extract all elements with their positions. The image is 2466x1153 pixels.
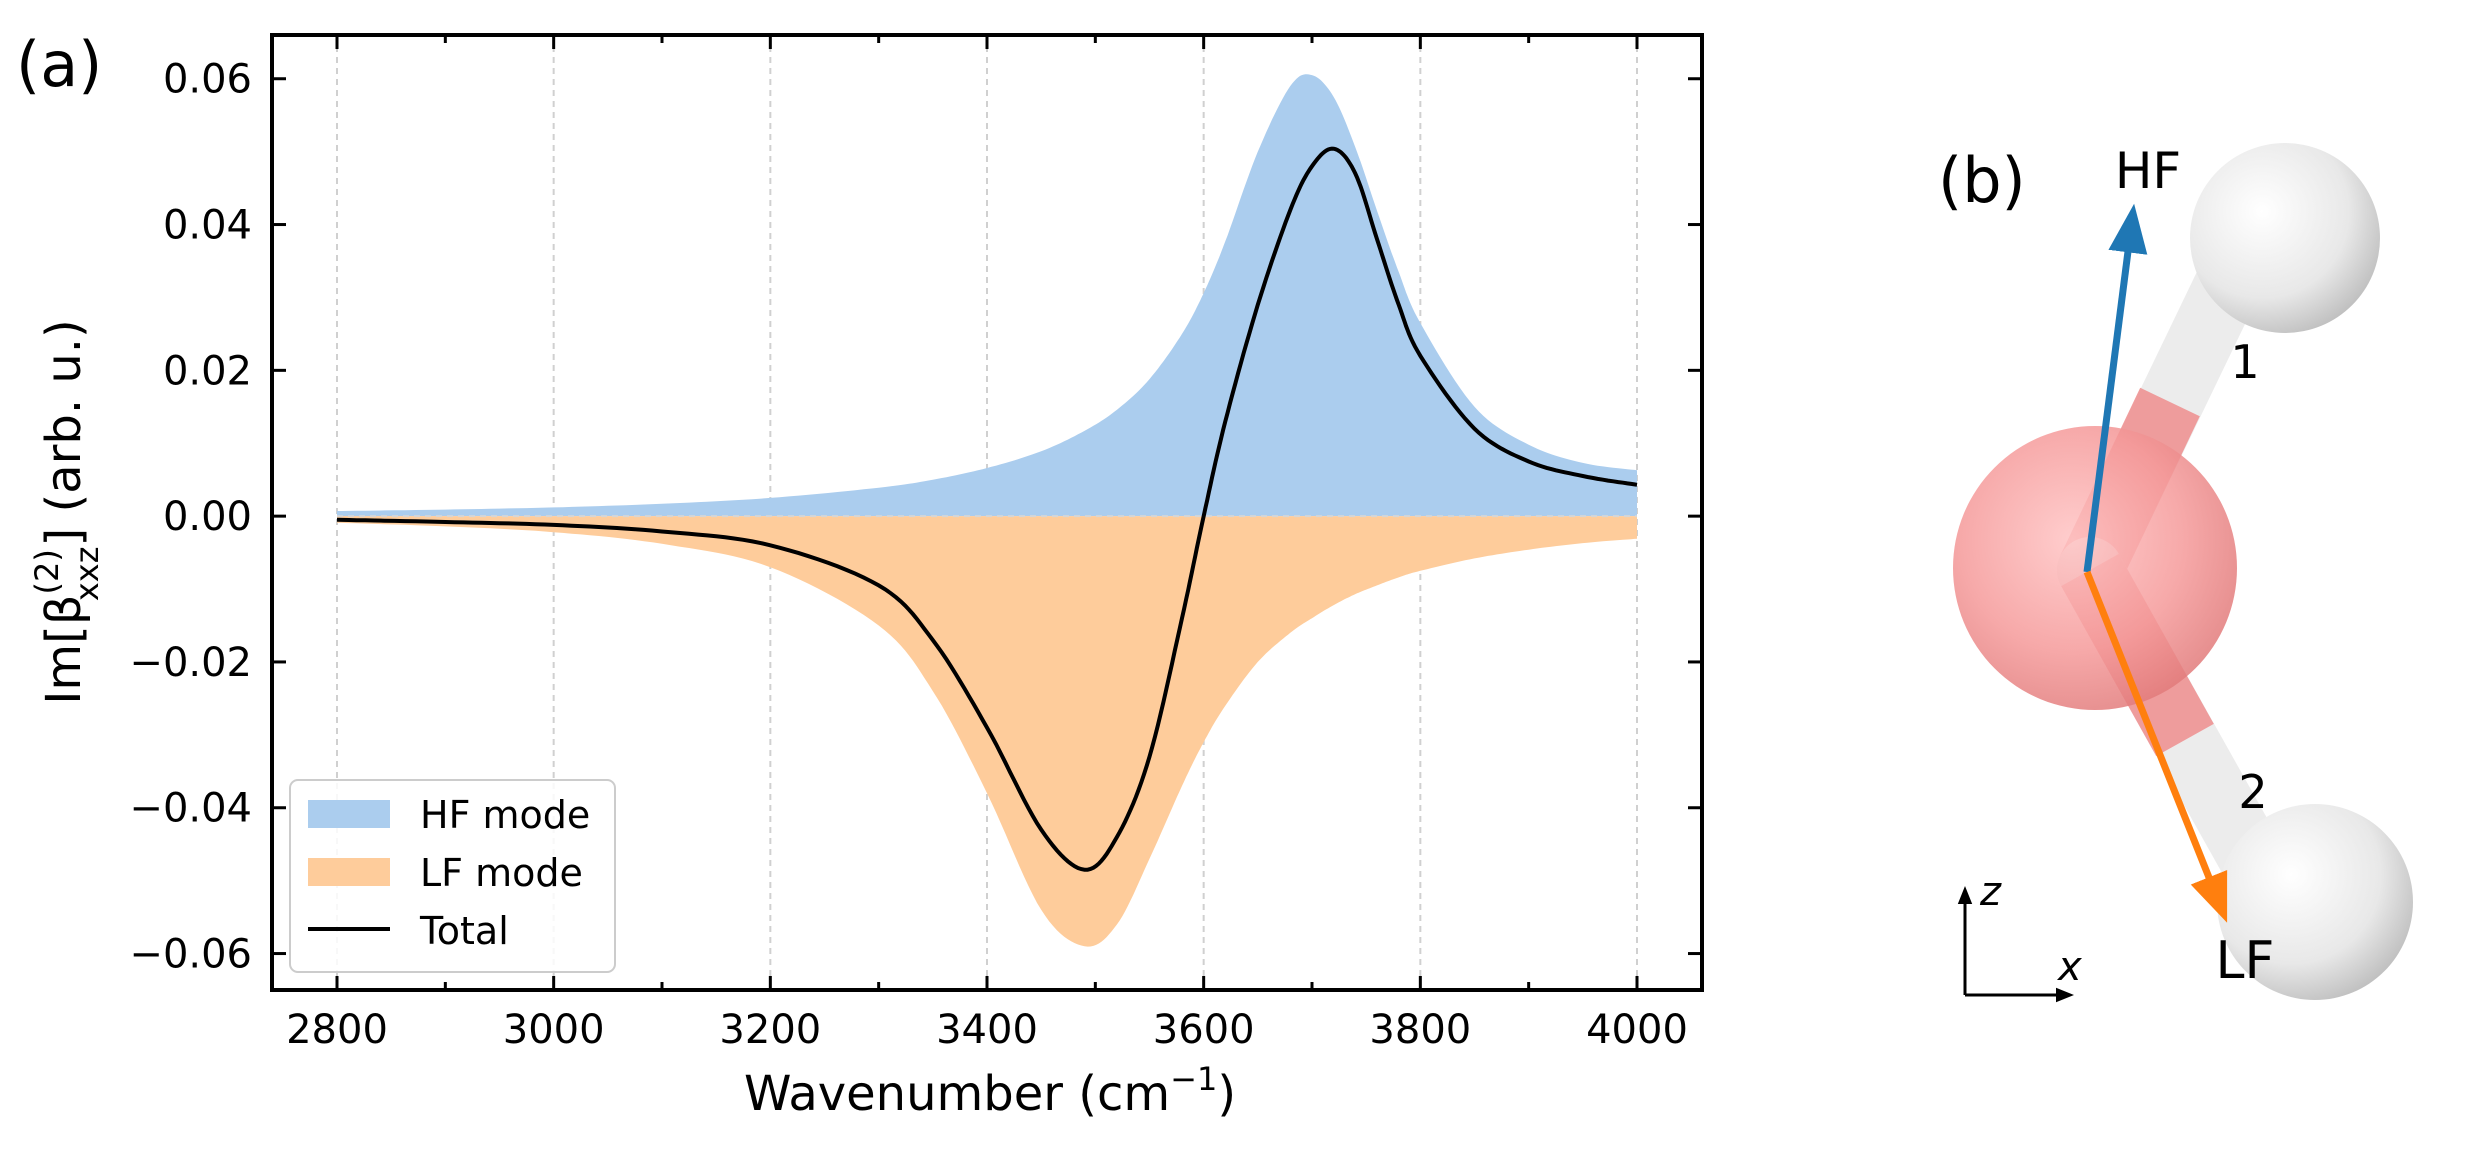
y-axis-title-sup: (2) xyxy=(28,549,66,594)
y-tick-label-1: −0.04 xyxy=(129,786,252,832)
lf-vector-label: LF xyxy=(2216,931,2275,991)
x-tick-label-3: 3400 xyxy=(936,1007,1038,1053)
hf-vector-label: HF xyxy=(2115,142,2181,200)
x-tick-label-6: 4000 xyxy=(1586,1007,1688,1053)
area-hf-mode xyxy=(337,74,1637,517)
x-tick-label-4: 3600 xyxy=(1153,1007,1255,1053)
y-axis-title-pre: Im[β xyxy=(36,594,92,704)
y-axis-title-sub: xxz xyxy=(68,546,106,601)
z-axis-label: z xyxy=(1979,869,2002,915)
legend-label-total: Total xyxy=(419,909,509,953)
coordinate-axes: z x xyxy=(1957,869,2082,1003)
bond-2-label: 2 xyxy=(2238,765,2267,819)
y-tick-label-0: −0.06 xyxy=(129,932,252,978)
hf-vector-arrow xyxy=(2083,203,2148,573)
panel-b-label: (b) xyxy=(1938,144,2026,217)
legend: HF mode LF mode Total xyxy=(289,779,616,973)
x-tick-label-0: 2800 xyxy=(286,1007,388,1053)
lf-vector-arrow xyxy=(2083,570,2228,923)
panel-a-label: (a) xyxy=(16,28,102,101)
legend-label-lf: LF mode xyxy=(420,851,583,895)
x-axis-title-main: Wavenumber (cm xyxy=(744,1066,1170,1122)
hydrogen-atom-1 xyxy=(2190,143,2380,333)
legend-label-hf: HF mode xyxy=(420,793,590,837)
hydrogen-atom-2 xyxy=(2217,804,2413,1000)
x-axis-title-end: ) xyxy=(1217,1066,1236,1122)
x-tick-label-1: 3000 xyxy=(503,1007,605,1053)
y-axis-title: Im[β(2)xxz] (arb. u.) xyxy=(28,319,106,705)
plot-frame xyxy=(270,33,1704,992)
line-total xyxy=(336,146,1638,872)
bond-1-label: 1 xyxy=(2230,335,2259,389)
x-tick-label-2: 3200 xyxy=(719,1007,821,1053)
y-axis-title-post: ] (arb. u.) xyxy=(36,319,92,546)
y-tick-label-6: 0.06 xyxy=(163,57,252,103)
y-tick-labels: −0.06 −0.04 −0.02 0.00 0.02 0.04 0.06 xyxy=(129,57,252,978)
x-axis-title: Wavenumber (cm−1) xyxy=(744,1060,1236,1122)
x-tick-label-5: 3800 xyxy=(1369,1007,1471,1053)
x-axis-title-sup: −1 xyxy=(1170,1060,1217,1098)
y-tick-label-5: 0.04 xyxy=(163,203,252,249)
axis-ticks xyxy=(272,35,1702,990)
line-series xyxy=(336,146,1638,872)
y-tick-label-3: 0.00 xyxy=(163,494,252,540)
x-axis-label: x xyxy=(2056,944,2082,990)
legend-swatch-hf xyxy=(308,800,390,828)
legend-swatch-lf xyxy=(308,858,390,886)
y-tick-label-4: 0.02 xyxy=(163,348,252,394)
oxygen-atom xyxy=(1953,426,2237,710)
water-molecule: 1 2 HF LF xyxy=(1953,142,2413,1000)
x-tick-labels: 2800 3000 3200 3400 3600 3800 4000 xyxy=(286,1007,1688,1053)
y-tick-label-2: −0.02 xyxy=(129,640,252,686)
